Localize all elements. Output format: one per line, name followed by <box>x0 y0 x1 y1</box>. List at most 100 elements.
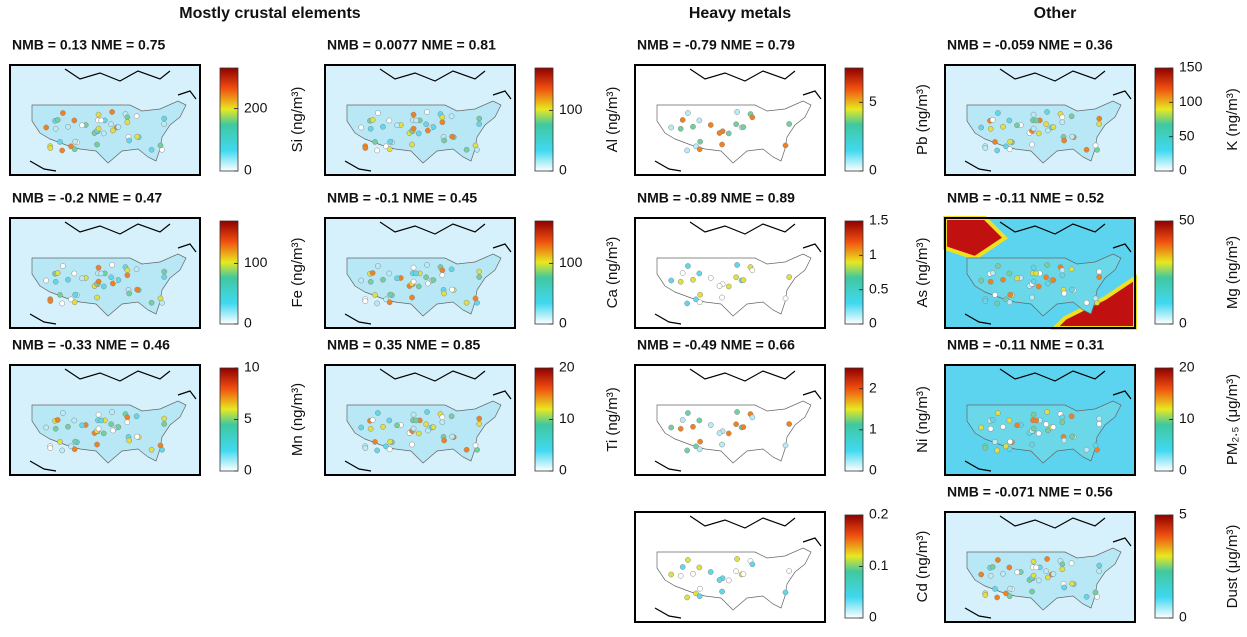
colorbar-label: Pb (ng/m³) <box>914 84 931 155</box>
site-marker <box>394 275 400 282</box>
site-marker <box>994 594 1001 601</box>
site-marker <box>1030 425 1037 432</box>
site-marker <box>982 145 989 151</box>
site-marker <box>1014 422 1020 429</box>
site-marker <box>386 446 393 453</box>
site-marker <box>716 130 723 136</box>
colorbar-tick-label: 100 <box>244 254 268 270</box>
site-marker <box>472 442 479 449</box>
site-marker <box>679 270 686 276</box>
site-marker <box>133 413 140 420</box>
coastline <box>964 515 1132 619</box>
site-marker <box>463 299 470 306</box>
map-frame <box>9 364 201 476</box>
site-marker <box>98 270 105 277</box>
site-marker <box>424 262 430 268</box>
panel-title: NMB = 0.35 NME = 0.85 <box>327 337 481 353</box>
site-marker <box>994 147 1001 154</box>
colorbar-tick-label: 0.5 <box>869 280 889 296</box>
colorbar <box>844 220 864 325</box>
site-marker <box>410 125 417 132</box>
coastline <box>964 221 1132 325</box>
colorbar-tick-label: 0 <box>869 609 877 625</box>
site-marker <box>1043 421 1049 428</box>
map-frame <box>324 217 516 329</box>
site-marker <box>386 299 393 306</box>
site-marker <box>749 114 756 121</box>
site-marker <box>1059 419 1066 426</box>
site-marker <box>740 424 747 430</box>
map-frame <box>944 511 1136 623</box>
map-frame <box>324 64 516 176</box>
site-marker <box>1029 588 1035 595</box>
site-marker <box>1092 142 1099 149</box>
site-marker <box>71 299 78 306</box>
site-marker <box>719 141 725 148</box>
site-marker <box>1096 415 1103 422</box>
site-marker <box>1045 574 1051 581</box>
site-marker <box>719 441 725 448</box>
site-marker <box>95 111 102 118</box>
site-marker <box>367 425 374 432</box>
colorbar-tick-label: 0 <box>1179 162 1187 178</box>
site-marker <box>409 441 415 448</box>
map-frame <box>9 64 201 176</box>
map <box>634 364 826 476</box>
site-marker <box>386 146 393 153</box>
colorbar-tick-label: 0 <box>244 462 252 478</box>
site-marker <box>430 277 437 283</box>
site-marker <box>749 414 756 421</box>
site-marker <box>157 295 164 302</box>
site-marker <box>358 124 365 131</box>
map <box>634 64 826 176</box>
site-marker <box>386 117 393 124</box>
site-marker <box>733 121 739 128</box>
site-marker <box>1030 411 1037 418</box>
site-marker <box>374 147 381 154</box>
site-marker <box>409 294 415 301</box>
panel-title: NMB = -0.059 NME = 0.36 <box>947 37 1113 53</box>
site-marker <box>995 110 1001 116</box>
coastline <box>344 368 512 472</box>
map <box>9 217 201 329</box>
panel-title: NMB = 0.13 NME = 0.75 <box>12 37 166 53</box>
site-marker <box>679 117 686 123</box>
site-marker <box>126 290 133 297</box>
site-marker <box>463 446 470 453</box>
map <box>9 64 201 176</box>
site-marker <box>1006 417 1013 424</box>
colorbar-tick-label: 5 <box>869 93 877 109</box>
site-marker <box>685 557 691 563</box>
map-frame <box>944 217 1136 329</box>
site-marker <box>684 300 691 307</box>
site-marker <box>60 410 66 416</box>
site-marker <box>1043 568 1049 575</box>
colorbar-tick-label: 10 <box>244 359 260 375</box>
site-marker <box>782 442 789 449</box>
site-marker <box>115 277 122 283</box>
site-marker <box>1033 564 1040 571</box>
site-marker <box>1069 433 1076 440</box>
site-marker <box>449 133 456 140</box>
site-marker <box>57 139 63 145</box>
site-marker <box>148 299 155 306</box>
site-marker <box>415 130 422 137</box>
colorbar-tick-label: 0 <box>244 162 252 178</box>
site-marker <box>1035 283 1042 290</box>
site-marker <box>134 133 141 140</box>
site-marker <box>786 568 793 574</box>
site-marker <box>1092 589 1099 596</box>
site-marker <box>1083 299 1090 306</box>
site-marker <box>1014 569 1020 576</box>
site-marker <box>1059 114 1066 121</box>
site-marker <box>1030 572 1037 579</box>
site-marker <box>441 437 448 444</box>
site-marker <box>1030 558 1037 565</box>
site-marker <box>71 117 78 124</box>
site-marker <box>978 124 985 131</box>
site-marker <box>668 424 675 431</box>
site-marker <box>716 577 723 583</box>
site-marker <box>1061 437 1068 444</box>
site-marker <box>995 410 1001 416</box>
